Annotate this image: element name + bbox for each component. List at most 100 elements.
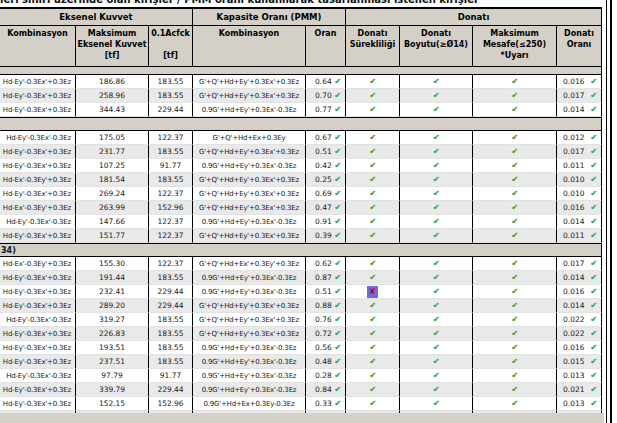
rebar-continuity-cell[interactable]: ✔ — [346, 397, 400, 411]
max-spacing-cell[interactable]: ✔ — [473, 131, 557, 145]
ratio-cell[interactable]: 0.64✔ — [306, 75, 346, 89]
pmm-combination-cell[interactable]: 0.9G'+Hd+Ey'+0.3Ex'-0.3Ez — [193, 271, 306, 285]
max-axial-force-cell[interactable]: 152.15 — [76, 397, 149, 411]
ratio-cell[interactable]: 0.39✔ — [306, 229, 346, 243]
rebar-size-cell[interactable]: ✔ — [400, 299, 473, 313]
ratio-cell[interactable]: 0.70✔ — [306, 89, 346, 103]
max-axial-force-cell[interactable]: 181.54 — [76, 173, 149, 187]
rebar-continuity-cell[interactable]: ✔ — [346, 201, 400, 215]
rebar-size-cell[interactable]: ✔ — [400, 201, 473, 215]
rebar-ratio-cell[interactable]: 0.016✔ — [557, 285, 602, 299]
rebar-size-cell[interactable]: ✔ — [400, 397, 473, 411]
max-axial-force-cell[interactable]: 258.96 — [76, 89, 149, 103]
ratio-cell[interactable]: 0.28✔ — [306, 369, 346, 383]
pmm-combination-cell[interactable]: 0.9G'+Hd+Ey'+0.3Ex'-0.3Ez — [193, 103, 306, 117]
max-spacing-cell[interactable]: ✔ — [473, 299, 557, 313]
max-axial-force-cell[interactable]: 147.66 — [76, 215, 149, 229]
rebar-continuity-cell[interactable]: ✔ — [346, 299, 400, 313]
rebar-size-cell[interactable]: ✔ — [400, 383, 473, 397]
max-axial-force-cell[interactable]: 155.30 — [76, 257, 149, 271]
acfck-cell[interactable]: 122.37 — [149, 257, 193, 271]
rebar-size-cell[interactable]: ✔ — [400, 355, 473, 369]
rebar-continuity-cell[interactable]: ✔ — [346, 89, 400, 103]
ratio-cell[interactable]: 0.42✔ — [306, 159, 346, 173]
fail-icon-selected[interactable]: ✘ — [367, 286, 378, 298]
rebar-ratio-cell[interactable]: 0.017✔ — [557, 145, 602, 159]
combination-cell[interactable]: Hd-Ey'-0.3Ex'+0.3Ez — [0, 327, 76, 341]
rebar-size-cell[interactable]: ✔ — [400, 75, 473, 89]
max-axial-force-cell[interactable]: 339.79 — [76, 383, 149, 397]
max-spacing-cell[interactable]: ✔ — [473, 201, 557, 215]
pmm-combination-cell[interactable]: 0.9G'+Hd+Ey'+0.3Ex'-0.3Ez — [193, 285, 306, 299]
rebar-continuity-cell[interactable]: ✔ — [346, 131, 400, 145]
max-axial-force-cell[interactable]: 175.05 — [76, 131, 149, 145]
acfck-cell[interactable]: 229.44 — [149, 383, 193, 397]
max-spacing-cell[interactable]: ✔ — [473, 271, 557, 285]
max-spacing-cell[interactable]: ✔ — [473, 285, 557, 299]
rebar-ratio-cell[interactable]: 0.015✔ — [557, 355, 602, 369]
max-spacing-cell[interactable]: ✔ — [473, 103, 557, 117]
pmm-combination-cell[interactable]: 0.9G'+Hd+Ey'+0.3Ex'-0.3Ez — [193, 355, 306, 369]
rebar-size-cell[interactable]: ✔ — [400, 271, 473, 285]
combination-cell[interactable]: Hd-Ey'-0.3Ex'+0.3Ez — [0, 383, 76, 397]
rebar-continuity-cell[interactable]: ✔ — [346, 103, 400, 117]
acfck-cell[interactable]: 152.96 — [149, 201, 193, 215]
acfck-cell[interactable]: 152.96 — [149, 397, 193, 411]
acfck-cell[interactable]: 122.37 — [149, 229, 193, 243]
acfck-cell[interactable]: 183.55 — [149, 271, 193, 285]
max-axial-force-cell[interactable]: 151.77 — [76, 229, 149, 243]
rebar-size-cell[interactable]: ✔ — [400, 369, 473, 383]
max-spacing-cell[interactable]: ✔ — [473, 383, 557, 397]
ratio-cell[interactable]: 0.51✔ — [306, 285, 346, 299]
max-spacing-cell[interactable]: ✔ — [473, 229, 557, 243]
ratio-cell[interactable]: 0.87✔ — [306, 271, 346, 285]
rebar-ratio-cell[interactable]: 0.013✔ — [557, 397, 602, 411]
rebar-size-cell[interactable]: ✔ — [400, 187, 473, 201]
rebar-size-cell[interactable]: ✔ — [400, 313, 473, 327]
max-axial-force-cell[interactable]: 319.27 — [76, 313, 149, 327]
rebar-ratio-cell[interactable]: 0.010✔ — [557, 187, 602, 201]
max-spacing-cell[interactable]: ✔ — [473, 75, 557, 89]
max-axial-force-cell[interactable]: 226.83 — [76, 327, 149, 341]
rebar-size-cell[interactable]: ✔ — [400, 131, 473, 145]
rebar-ratio-cell[interactable]: 0.013✔ — [557, 369, 602, 383]
acfck-cell[interactable]: 122.37 — [149, 215, 193, 229]
pmm-combination-cell[interactable]: 0.9G'+Hd+Ey'+0.3Ex'-0.3Ez — [193, 369, 306, 383]
rebar-size-cell[interactable]: ✔ — [400, 341, 473, 355]
ratio-cell[interactable]: 0.91✔ — [306, 215, 346, 229]
rebar-size-cell[interactable]: ✔ — [400, 145, 473, 159]
pmm-combination-cell[interactable]: G'+Q'+Hd+Ey'+0.3Ex'+0.3Ez — [193, 229, 306, 243]
rebar-size-cell[interactable]: ✔ — [400, 159, 473, 173]
rebar-ratio-cell[interactable]: 0.022✔ — [557, 313, 602, 327]
acfck-cell[interactable]: 183.55 — [149, 313, 193, 327]
pmm-combination-cell[interactable]: G'+Q'+Hd+Ey'+0.3Ex'+0.3Ez — [193, 173, 306, 187]
combination-cell[interactable]: Hd-Ey'-0.3Ex'-0.3Ez — [0, 313, 76, 327]
acfck-cell[interactable]: 91.77 — [149, 369, 193, 383]
max-axial-force-cell[interactable]: 344.43 — [76, 103, 149, 117]
pmm-combination-cell[interactable]: G'+Q'+Hd+Ey'+0.3Ex'+0.3Ez — [193, 313, 306, 327]
rebar-ratio-cell[interactable]: 0.016✔ — [557, 341, 602, 355]
ratio-cell[interactable]: 0.88✔ — [306, 299, 346, 313]
rebar-ratio-cell[interactable]: 0.011✔ — [557, 229, 602, 243]
pmm-combination-cell[interactable]: G'+Q'+Hd+Ex'+0.3Ey'+0.3Ez — [193, 257, 306, 271]
max-spacing-cell[interactable]: ✔ — [473, 341, 557, 355]
combination-cell[interactable]: Hd-Ey'-0.3Ex'+0.3Ez — [0, 103, 76, 117]
ratio-cell[interactable]: 0.51✔ — [306, 145, 346, 159]
pmm-combination-cell[interactable]: 0.9G'+Hd+Ex+0.3Ey-0.3Ez — [193, 397, 306, 411]
acfck-cell[interactable]: 183.55 — [149, 145, 193, 159]
combination-cell[interactable]: Hd-Ey'-0.3Ex'+0.3Ez — [0, 271, 76, 285]
ratio-cell[interactable]: 0.25✔ — [306, 173, 346, 187]
max-axial-force-cell[interactable]: 107.25 — [76, 159, 149, 173]
combination-cell[interactable]: Hd-Ey'-0.3Ex'+0.3Ez — [0, 229, 76, 243]
acfck-cell[interactable]: 183.55 — [149, 75, 193, 89]
acfck-cell[interactable]: 229.44 — [149, 299, 193, 313]
combination-cell[interactable]: Hd-Ey'-0.3Ex'+0.3Ez — [0, 159, 76, 173]
rebar-ratio-cell[interactable]: 0.014✔ — [557, 215, 602, 229]
max-spacing-cell[interactable]: ✔ — [473, 159, 557, 173]
max-axial-force-cell[interactable]: 186.86 — [76, 75, 149, 89]
pmm-combination-cell[interactable]: G'+Q'+Hd+Ey'+0.3Ex'+0.3Ez — [193, 75, 306, 89]
acfck-cell[interactable]: 229.44 — [149, 103, 193, 117]
combination-cell[interactable]: Hd-Ey'-0.3Ex'+0.3Ez — [0, 145, 76, 159]
combination-cell[interactable]: Hd-Ey'-0.3Ex'+0.3Ez — [0, 341, 76, 355]
rebar-ratio-cell[interactable]: 0.017✔ — [557, 257, 602, 271]
